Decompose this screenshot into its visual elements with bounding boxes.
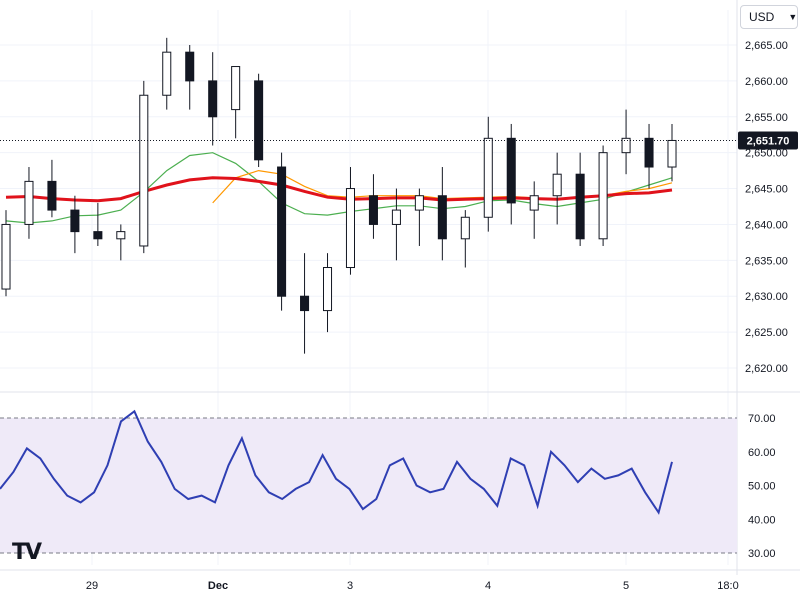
rsi-band	[0, 418, 737, 553]
candle-body	[667, 139, 677, 168]
candle-body	[24, 180, 34, 225]
candle-body	[621, 137, 631, 154]
time-tick-label: 18:0	[717, 580, 738, 592]
candle-body	[47, 180, 57, 211]
chevron-down-icon: ▼	[788, 12, 798, 22]
candle-body	[437, 195, 447, 240]
candle-body	[254, 80, 264, 161]
candle-body	[345, 188, 356, 269]
candle-body	[391, 209, 401, 225]
time-tick-label: 3	[347, 580, 353, 592]
time-tick-label: 4	[485, 580, 491, 592]
last-price-label: 2,651.70	[747, 135, 790, 147]
moving-average-green	[5, 152, 673, 224]
last-price-tag	[738, 131, 798, 150]
candle-body	[70, 209, 80, 233]
price-tick-label: 2,625.00	[745, 327, 788, 339]
rsi-tick-label: 30.00	[748, 548, 776, 560]
candle-body	[368, 195, 378, 225]
time-tick-label: 29	[86, 580, 98, 592]
candle-body	[598, 152, 608, 240]
candle-body	[529, 195, 539, 211]
price-tick-label: 2,660.00	[745, 76, 788, 88]
rsi-line	[0, 409, 673, 515]
candle-body	[277, 166, 287, 297]
candle-body	[231, 66, 241, 111]
candle-body	[1, 223, 11, 290]
candle-body	[506, 137, 516, 204]
candle-body	[322, 267, 333, 312]
price-tick-label: 2,665.00	[745, 40, 788, 52]
candle-body	[93, 231, 103, 240]
tradingview-logo: TV	[12, 540, 42, 565]
price-tick-label: 2,655.00	[745, 112, 788, 124]
candle-body	[300, 295, 310, 312]
rsi-tick-label: 40.00	[748, 514, 776, 526]
candle-body	[208, 80, 218, 118]
candle-body	[162, 51, 172, 96]
price-tick-label: 2,635.00	[745, 255, 788, 267]
rsi-tick-label: 60.00	[748, 447, 776, 459]
candle-body	[460, 216, 470, 240]
candle-body	[552, 173, 562, 197]
moving-average-red	[5, 176, 673, 203]
currency-selector[interactable]: USD ▼	[740, 5, 798, 29]
time-tick-label: Dec	[208, 580, 228, 592]
candle-body	[139, 94, 149, 247]
price-tick-label: 2,650.00	[745, 148, 788, 160]
currency-label: USD	[749, 10, 775, 24]
price-tick-label: 2,645.00	[745, 184, 788, 196]
candle-body	[116, 231, 126, 240]
price-tick-label: 2,630.00	[745, 291, 788, 303]
candle-body	[575, 173, 585, 240]
candle-body	[414, 195, 424, 211]
rsi-tick-label: 70.00	[748, 413, 776, 425]
candle-body	[483, 137, 493, 218]
candle-body	[185, 51, 195, 82]
candle-body	[644, 137, 654, 168]
price-tick-label: 2,640.00	[745, 219, 788, 231]
rsi-tick-label: 50.00	[748, 481, 776, 493]
price-tick-label: 2,620.00	[745, 363, 788, 375]
time-tick-label: 5	[623, 580, 629, 592]
